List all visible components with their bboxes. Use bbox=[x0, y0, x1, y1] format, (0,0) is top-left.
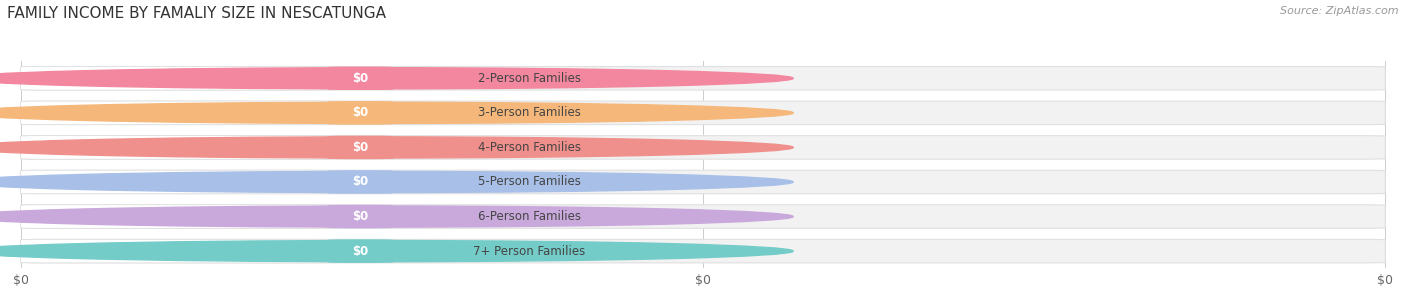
Text: 5-Person Families: 5-Person Families bbox=[478, 175, 581, 188]
Circle shape bbox=[0, 171, 793, 192]
FancyBboxPatch shape bbox=[21, 136, 1385, 159]
Text: $0: $0 bbox=[353, 141, 368, 154]
FancyBboxPatch shape bbox=[328, 239, 394, 263]
Text: 2-Person Families: 2-Person Families bbox=[478, 72, 581, 85]
Text: $0: $0 bbox=[353, 175, 368, 188]
Text: $0: $0 bbox=[353, 210, 368, 223]
Text: 7+ Person Families: 7+ Person Families bbox=[472, 245, 585, 258]
FancyBboxPatch shape bbox=[21, 170, 1385, 194]
Circle shape bbox=[0, 68, 793, 89]
Text: 4-Person Families: 4-Person Families bbox=[478, 141, 581, 154]
FancyBboxPatch shape bbox=[21, 239, 1385, 263]
Circle shape bbox=[0, 102, 793, 124]
FancyBboxPatch shape bbox=[328, 101, 394, 125]
Text: $0: $0 bbox=[353, 106, 368, 119]
FancyBboxPatch shape bbox=[21, 205, 1385, 228]
FancyBboxPatch shape bbox=[328, 66, 394, 90]
Circle shape bbox=[0, 241, 793, 262]
FancyBboxPatch shape bbox=[21, 66, 1385, 90]
FancyBboxPatch shape bbox=[328, 170, 394, 194]
FancyBboxPatch shape bbox=[21, 205, 328, 228]
Circle shape bbox=[0, 206, 793, 227]
FancyBboxPatch shape bbox=[21, 170, 328, 194]
FancyBboxPatch shape bbox=[328, 205, 394, 228]
FancyBboxPatch shape bbox=[21, 101, 328, 125]
Text: FAMILY INCOME BY FAMALIY SIZE IN NESCATUNGA: FAMILY INCOME BY FAMALIY SIZE IN NESCATU… bbox=[7, 6, 387, 21]
Text: 6-Person Families: 6-Person Families bbox=[478, 210, 581, 223]
Circle shape bbox=[0, 137, 793, 158]
Text: $0: $0 bbox=[353, 72, 368, 85]
Text: $0: $0 bbox=[353, 245, 368, 258]
FancyBboxPatch shape bbox=[21, 66, 328, 90]
FancyBboxPatch shape bbox=[21, 136, 328, 159]
FancyBboxPatch shape bbox=[21, 101, 1385, 125]
FancyBboxPatch shape bbox=[328, 136, 394, 159]
Text: 3-Person Families: 3-Person Families bbox=[478, 106, 581, 119]
FancyBboxPatch shape bbox=[21, 239, 328, 263]
Text: Source: ZipAtlas.com: Source: ZipAtlas.com bbox=[1281, 6, 1399, 16]
